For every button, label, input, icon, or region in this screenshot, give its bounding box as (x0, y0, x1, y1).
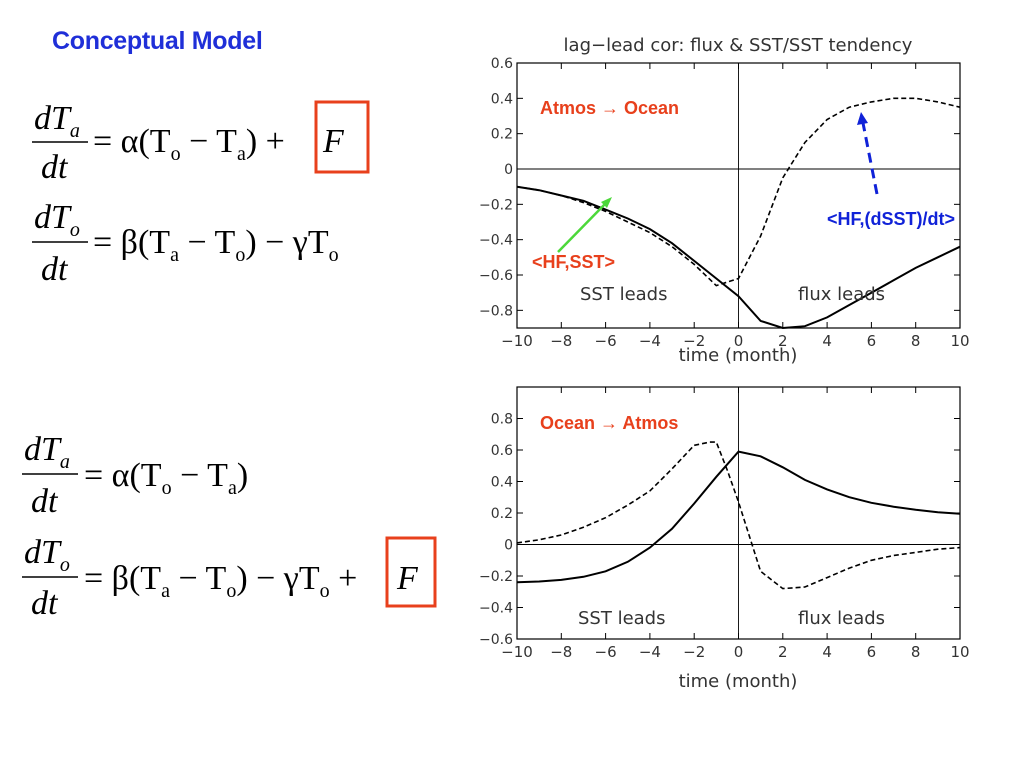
sst-leads-label: SST leads (578, 608, 665, 629)
y-tick-label: 0 (504, 538, 513, 554)
direction-label: Atmos → Ocean (540, 98, 679, 118)
y-tick-label: 0.6 (491, 443, 513, 459)
eq-top-1-num: dT (34, 100, 72, 137)
green-arrow (557, 197, 612, 253)
y-tick-label: 0.8 (491, 412, 513, 428)
svg-text:dt: dt (31, 483, 59, 520)
forcing-box-top (314, 100, 370, 174)
y-tick-label: 0.2 (491, 506, 513, 522)
x-tick-label: 8 (911, 643, 921, 661)
x-tick-label: −4 (639, 643, 661, 661)
svg-text:= β(Ta − To) − γTo +: = β(Ta − To) − γTo + (84, 560, 357, 602)
y-tick-label: −0.2 (479, 197, 513, 213)
eq-top-1: dTa dt = α(To − Ta) + F (32, 100, 370, 186)
chart-bottom: 0.8 0.6 0.4 0.2 0 −0.2 −0.4 −0.6−10 −8 −6 −4 −2 0 2 4 6… (479, 386, 970, 692)
x-tick-label: 4 (822, 643, 832, 661)
svg-text:= α(To − Ta): = α(To − Ta) (84, 457, 248, 499)
y-tick-label: −0.4 (479, 233, 513, 249)
y-tick-label: −0.8 (479, 303, 513, 319)
y-tick-label: −0.4 (479, 601, 513, 617)
x-tick-label: 6 (867, 332, 877, 350)
y-tick-label: −0.6 (479, 268, 513, 284)
y-tick-label: 0 (504, 162, 513, 178)
x-tick-label: 10 (950, 643, 969, 661)
equations-panel: dTa dt = α(To − Ta) + F dTo dt = β(Ta − … (22, 100, 437, 622)
sst-leads-label: SST leads (580, 284, 667, 305)
eq-top-1-num-sub: a (70, 120, 80, 142)
y-tick-label: −0.6 (479, 632, 513, 648)
svg-text:= β(Ta − To) − γTo: = β(Ta − To) − γTo (93, 224, 339, 266)
x-tick-label: 2 (778, 643, 788, 661)
x-tick-label: 2 (778, 332, 788, 350)
x-tick-label: 4 (822, 332, 832, 350)
x-axis-label: time (month) (679, 671, 798, 692)
x-tick-label: −6 (595, 332, 617, 350)
x-tick-label: −10 (501, 643, 533, 661)
series-dashed-line (516, 97, 961, 287)
svg-text:dt: dt (31, 585, 59, 622)
x-tick-label: 8 (911, 332, 921, 350)
x-tick-label: −8 (550, 332, 572, 350)
series-solid-line (516, 450, 961, 584)
x-tick-label: −8 (550, 643, 572, 661)
svg-text:dTa: dTa (24, 431, 70, 473)
svg-text:dTo: dTo (34, 199, 80, 241)
x-axis-label: time (month) (679, 345, 798, 366)
chart-title: lag−lead cor: flux & SST/SST tendency (564, 35, 913, 56)
x-tick-label: −6 (595, 643, 617, 661)
eq-top-1-den: dt (41, 149, 69, 186)
series-dashed-line (516, 441, 961, 590)
eq-bottom-1: dTa dt = α(To − Ta) (22, 431, 248, 520)
hf-dsst-label: <HF,(dSST)/dt> (827, 209, 955, 229)
flux-leads-label: flux leads (798, 608, 885, 629)
chart-top: lag−lead cor: flux & SST/SST tendency 0.… (479, 35, 970, 366)
forcing-box-bottom (385, 536, 437, 608)
x-tick-label: −2 (683, 332, 705, 350)
x-tick-label: 6 (867, 643, 877, 661)
svg-text:dt: dt (41, 251, 69, 288)
x-tick-label: 0 (734, 332, 744, 350)
eq-top-2: dTo dt = β(Ta − To) − γTo (32, 199, 339, 288)
x-tick-label: 0 (734, 643, 744, 661)
direction-label: Ocean → Atmos (540, 413, 678, 433)
y-tick-label: −0.2 (479, 569, 513, 585)
x-tick-label: −10 (501, 332, 533, 350)
flux-leads-label: flux leads (798, 284, 885, 305)
svg-text:dTo: dTo (24, 534, 70, 576)
x-tick-label: 10 (950, 332, 969, 350)
y-tick-label: 0.4 (491, 475, 513, 491)
hf-sst-label: <HF,SST> (532, 252, 615, 272)
svg-text:dTa: dTa (34, 100, 80, 142)
eq-top-1-forcing: F (322, 123, 345, 160)
eq-bottom-2-forcing: F (396, 560, 419, 597)
y-tick-label: 0.2 (491, 127, 513, 143)
eq-bottom-2: dTo dt = β(Ta − To) − γTo + F (22, 534, 437, 622)
svg-text:= α(To − Ta) +: = α(To − Ta) + (93, 123, 285, 165)
slide-title: Conceptual Model (52, 27, 263, 55)
series-solid-line (516, 185, 961, 330)
blue-dashed-arrow (857, 112, 879, 195)
x-tick-label: −2 (683, 643, 705, 661)
y-tick-label: 0.4 (491, 91, 513, 107)
y-tick-label: 0.6 (491, 56, 513, 72)
eq-top-1-rhs: = α(T (93, 123, 171, 160)
x-tick-label: −4 (639, 332, 661, 350)
